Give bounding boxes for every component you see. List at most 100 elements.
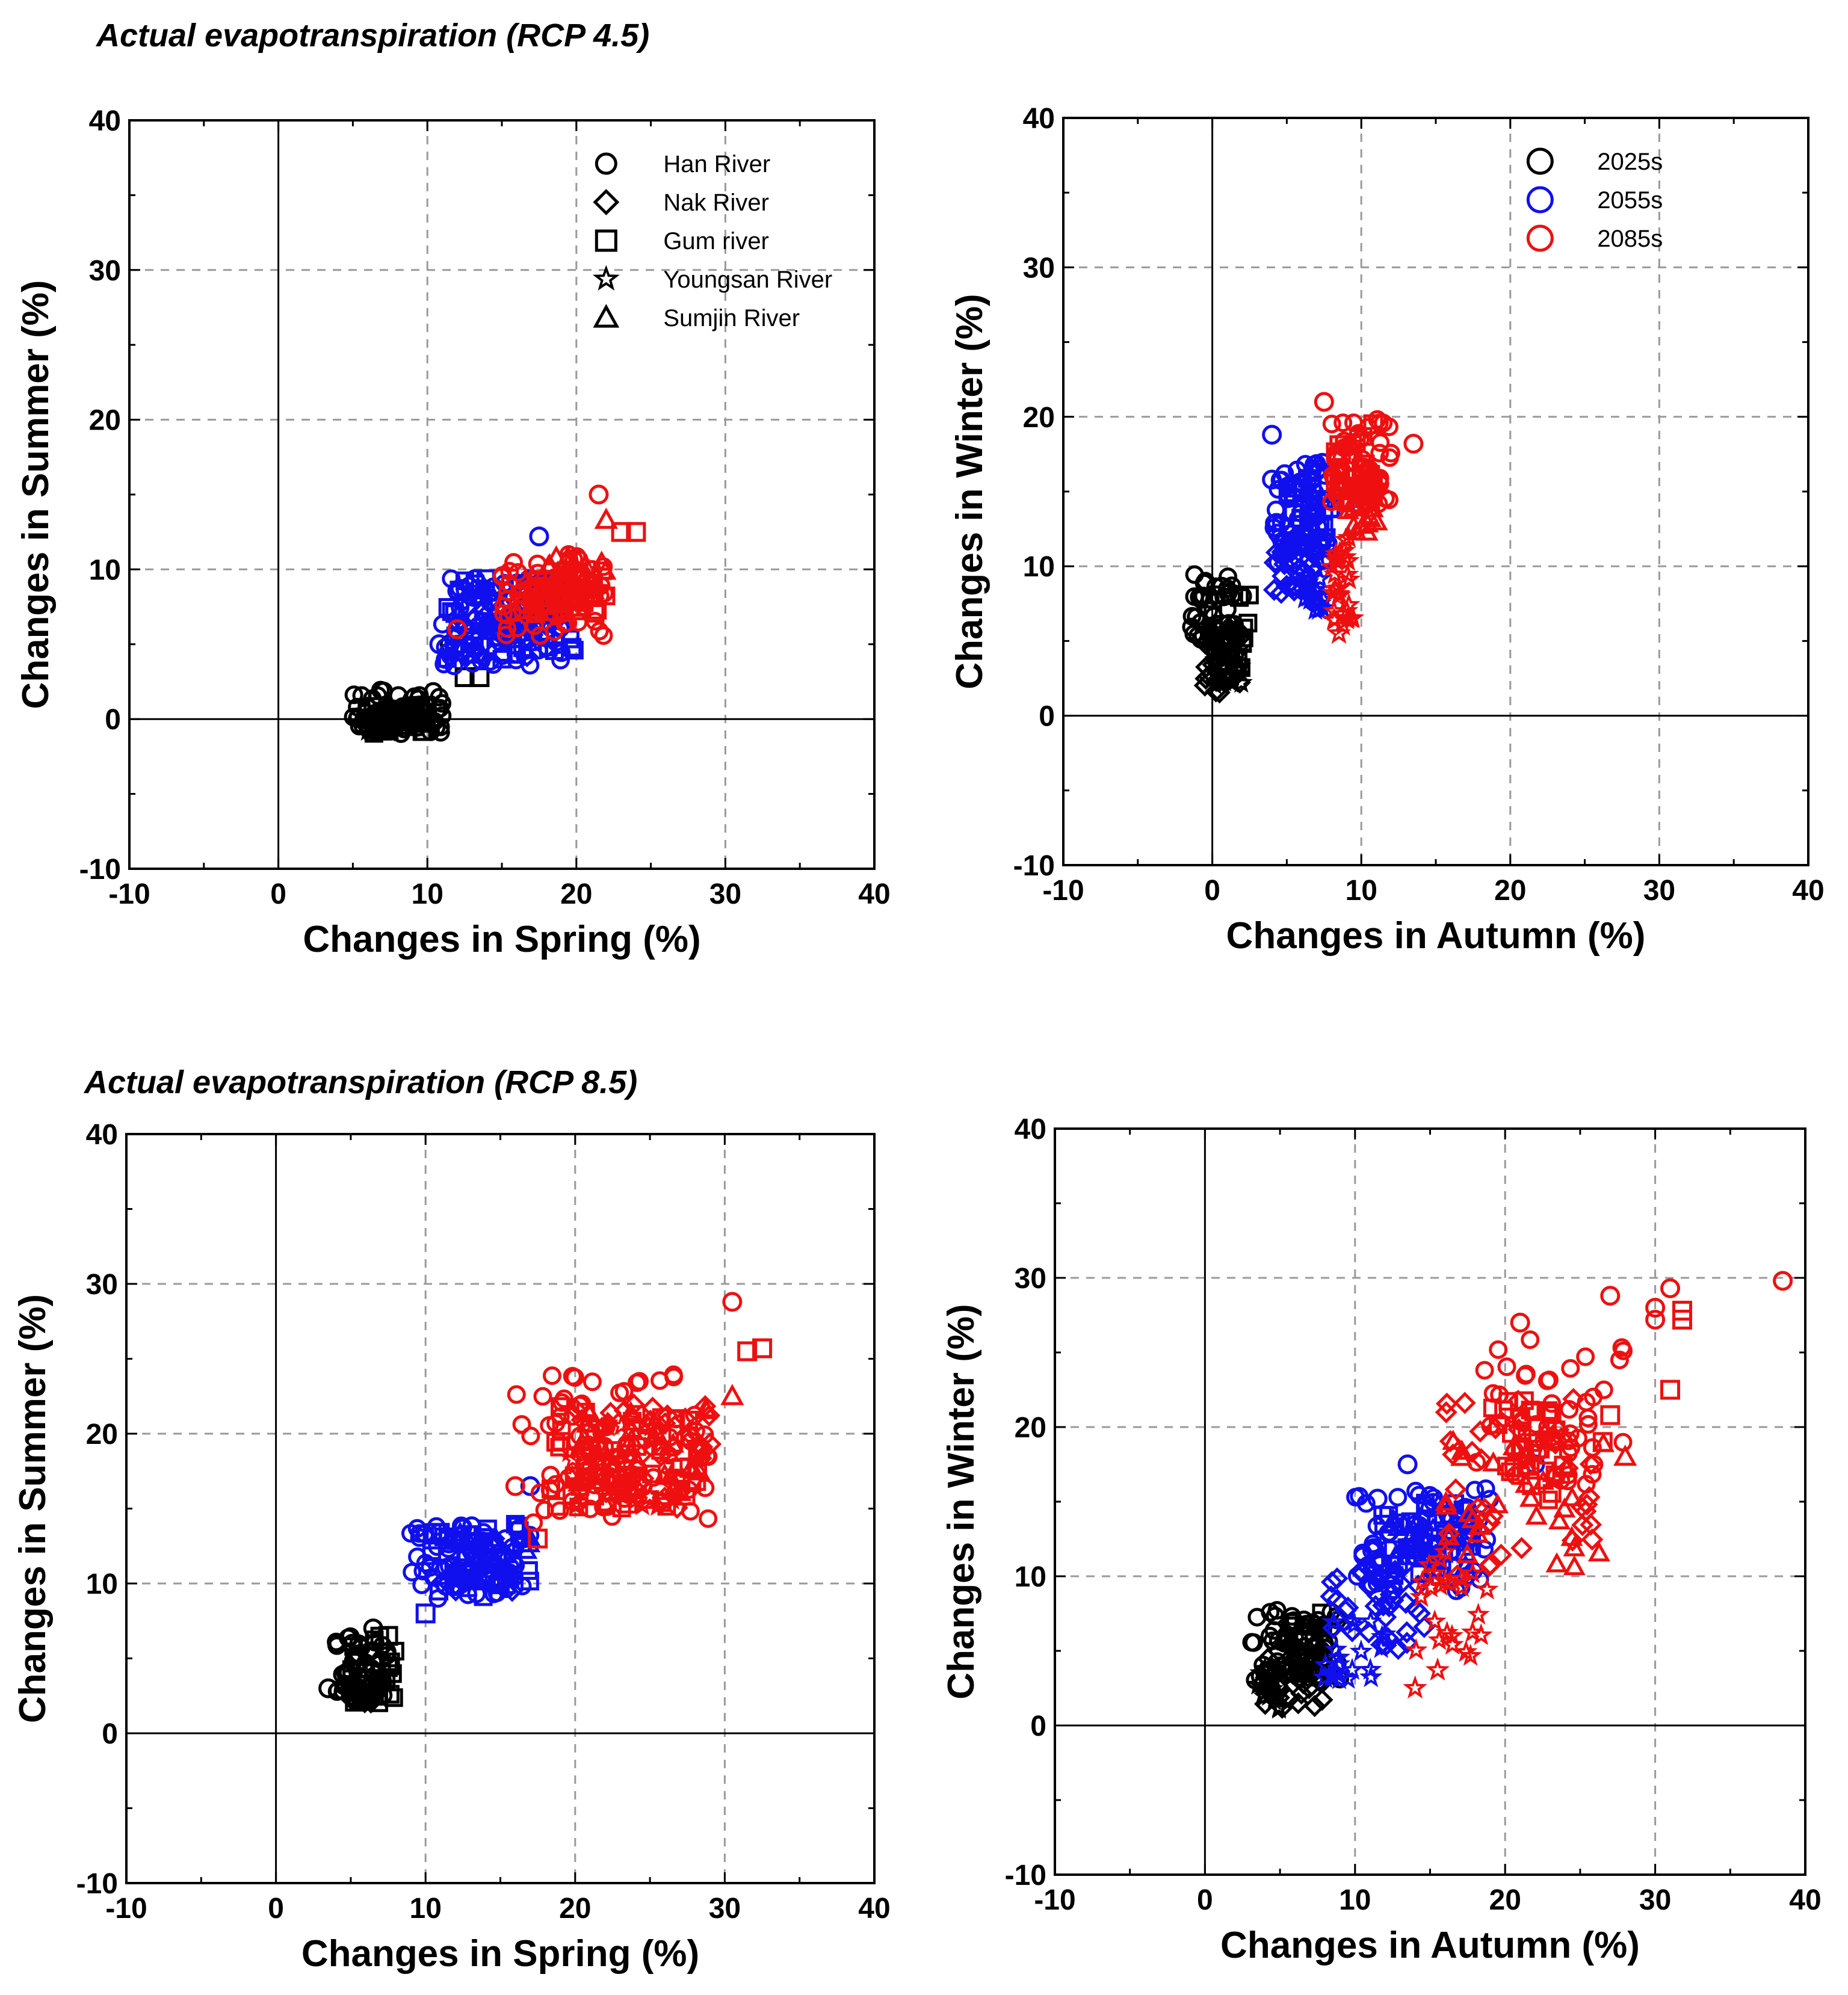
data-point-diamond bbox=[1469, 1420, 1492, 1443]
data-point-circle bbox=[1516, 1366, 1535, 1385]
data-point-square bbox=[1240, 585, 1259, 605]
tick-label-x: 30 bbox=[709, 878, 741, 910]
data-point-triangle bbox=[404, 712, 427, 733]
tick-label-y: 10 bbox=[86, 1568, 118, 1600]
tick-label-x: 40 bbox=[1789, 1884, 1821, 1916]
data-point-diamond bbox=[1580, 1513, 1602, 1536]
data-point-star bbox=[1312, 1665, 1338, 1688]
series-2085s bbox=[1403, 1271, 1793, 1699]
data-point-diamond bbox=[535, 637, 558, 660]
data-point-circle bbox=[1583, 1464, 1602, 1484]
data-point-circle bbox=[1645, 1298, 1666, 1318]
data-point-square bbox=[1276, 1632, 1296, 1651]
data-point-circle bbox=[644, 1468, 663, 1487]
data-point-diamond bbox=[453, 588, 476, 611]
data-point-star bbox=[1327, 1645, 1351, 1668]
data-point-diamond bbox=[1311, 1688, 1333, 1711]
data-point-triangle bbox=[653, 1463, 676, 1484]
data-point-star bbox=[592, 265, 620, 291]
data-point-star bbox=[521, 564, 545, 586]
tick-label-x: 40 bbox=[1792, 875, 1824, 907]
data-point-star bbox=[1359, 1609, 1382, 1632]
data-point-star bbox=[1475, 1577, 1499, 1600]
data-point-square bbox=[1660, 1380, 1681, 1400]
data-point-square bbox=[552, 1420, 571, 1440]
data-point-square bbox=[1501, 1462, 1520, 1481]
data-point-star bbox=[1210, 668, 1233, 691]
data-point-circle bbox=[1388, 1488, 1408, 1507]
series-group bbox=[1182, 392, 1424, 704]
tick-label-y: 30 bbox=[89, 255, 121, 287]
data-point-circle bbox=[529, 526, 549, 547]
data-point-triangle bbox=[450, 1546, 473, 1567]
y-axis-title: Changes in Winter (%) bbox=[941, 1304, 982, 1699]
tick-label-x: 0 bbox=[1197, 1884, 1213, 1916]
data-point-square bbox=[1312, 1603, 1332, 1624]
data-point-star bbox=[563, 590, 587, 612]
tick-label-x: -10 bbox=[1034, 1884, 1075, 1916]
data-point-circle bbox=[1645, 1309, 1666, 1330]
data-point-triangle bbox=[1387, 1516, 1410, 1537]
data-point-star bbox=[646, 1494, 669, 1516]
data-point-circle bbox=[1660, 1278, 1681, 1298]
series-2055s bbox=[1262, 425, 1371, 620]
data-point-diamond bbox=[468, 644, 491, 667]
data-point-circle bbox=[546, 1475, 566, 1494]
data-point-square bbox=[344, 1637, 363, 1656]
data-point-circle bbox=[500, 561, 519, 581]
tick-label-y: 30 bbox=[1015, 1263, 1046, 1295]
data-point-triangle bbox=[484, 1526, 507, 1547]
data-point-circle bbox=[1578, 1415, 1598, 1434]
data-point-circle bbox=[447, 619, 468, 640]
data-point-square bbox=[1273, 1661, 1293, 1680]
data-point-triangle bbox=[594, 507, 618, 529]
data-point-square bbox=[365, 1630, 384, 1650]
plot-frame bbox=[128, 119, 876, 870]
data-point-circle bbox=[583, 1372, 602, 1392]
data-point-diamond bbox=[1435, 1401, 1457, 1423]
data-point-triangle bbox=[1426, 1549, 1449, 1570]
tick-label-y: -10 bbox=[79, 854, 121, 886]
data-point-diamond bbox=[608, 1444, 631, 1467]
data-point-diamond bbox=[691, 1435, 714, 1458]
data-point-circle bbox=[1476, 1479, 1495, 1499]
data-point-circle bbox=[1322, 415, 1341, 434]
data-point-diamond bbox=[430, 1571, 453, 1594]
data-point-circle bbox=[1272, 514, 1291, 533]
data-point-triangle bbox=[1545, 1552, 1568, 1573]
data-point-star bbox=[609, 1451, 632, 1473]
data-point-triangle bbox=[1337, 499, 1359, 519]
data-point-circle bbox=[318, 1678, 339, 1698]
data-point-circle bbox=[505, 1476, 525, 1496]
data-point-triangle bbox=[600, 1481, 623, 1502]
data-point-diamond bbox=[697, 1432, 722, 1457]
data-point-square bbox=[1511, 1408, 1530, 1428]
data-point-square bbox=[595, 229, 617, 252]
series-2085s bbox=[447, 484, 646, 645]
data-point-diamond bbox=[1544, 1432, 1567, 1455]
legend: Han River Nak River Gum river Youngsan Rive… bbox=[592, 151, 832, 331]
tick-label-x: 30 bbox=[1643, 875, 1675, 907]
tick-label-y: 20 bbox=[89, 405, 121, 437]
data-point-star bbox=[640, 1429, 663, 1452]
data-point-circle bbox=[555, 614, 575, 634]
data-point-triangle bbox=[720, 1384, 744, 1405]
data-point-square bbox=[1539, 1401, 1558, 1420]
data-point-diamond bbox=[1562, 1387, 1585, 1410]
data-point-square bbox=[1539, 1490, 1558, 1509]
data-point-star bbox=[1423, 1609, 1447, 1632]
data-point-square bbox=[1672, 1301, 1692, 1321]
data-point-circle bbox=[1382, 443, 1401, 463]
data-point-triangle bbox=[415, 712, 438, 733]
data-point-diamond bbox=[1270, 581, 1293, 604]
data-point-triangle bbox=[1359, 470, 1382, 492]
data-point-circle bbox=[1212, 576, 1231, 596]
data-point-circle bbox=[542, 1366, 561, 1386]
data-point-triangle bbox=[682, 1458, 705, 1479]
data-point-star bbox=[1340, 606, 1364, 629]
data-point-circle bbox=[1403, 434, 1424, 454]
data-point-diamond bbox=[1383, 1559, 1406, 1582]
data-point-circle bbox=[1465, 1481, 1485, 1500]
data-point-star bbox=[1454, 1639, 1478, 1662]
